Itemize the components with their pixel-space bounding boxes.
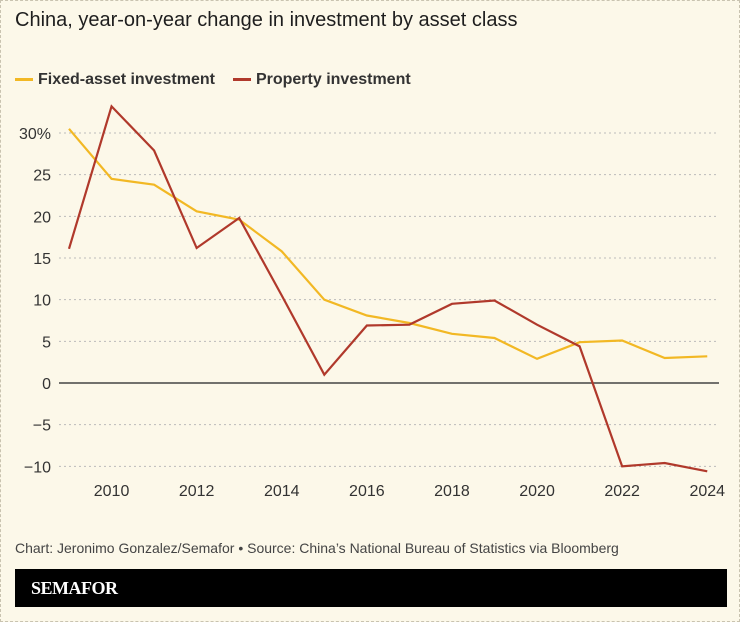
- series-line-property: [67, 104, 708, 473]
- x-tick-label: 2020: [519, 483, 555, 500]
- y-tick-label: −10: [24, 459, 51, 476]
- y-tick-label: 15: [33, 251, 51, 268]
- y-tick-label: 10: [33, 293, 51, 310]
- brand-bar: SEMAFOR: [15, 569, 727, 607]
- y-tick-label: 25: [33, 168, 51, 185]
- y-tick-label: 20: [33, 209, 51, 226]
- x-tick-label: 2014: [264, 483, 300, 500]
- source-note: Chart: Jeronimo Gonzalez/Semafor • Sourc…: [15, 540, 619, 556]
- semafor-logo: SEMAFOR: [31, 578, 118, 598]
- y-tick-label: 5: [42, 334, 51, 351]
- x-tick-label: 2024: [689, 483, 725, 500]
- y-tick-label: 0: [42, 376, 51, 393]
- x-tick-label: 2012: [179, 483, 215, 500]
- x-tick-label: 2010: [94, 483, 130, 500]
- y-tick-label: −5: [33, 418, 51, 435]
- chart-title: China, year-on-year change in investment…: [15, 9, 518, 31]
- legend-item-fixed-asset: Fixed-asset investment: [15, 71, 215, 89]
- y-tick-label: 30%: [19, 126, 51, 143]
- x-tick-label: 2018: [434, 483, 470, 500]
- x-tick-label: 2022: [604, 483, 640, 500]
- legend: Fixed-asset investment Property investme…: [15, 71, 411, 89]
- legend-item-property: Property investment: [232, 71, 411, 89]
- x-tick-label: 2016: [349, 483, 385, 500]
